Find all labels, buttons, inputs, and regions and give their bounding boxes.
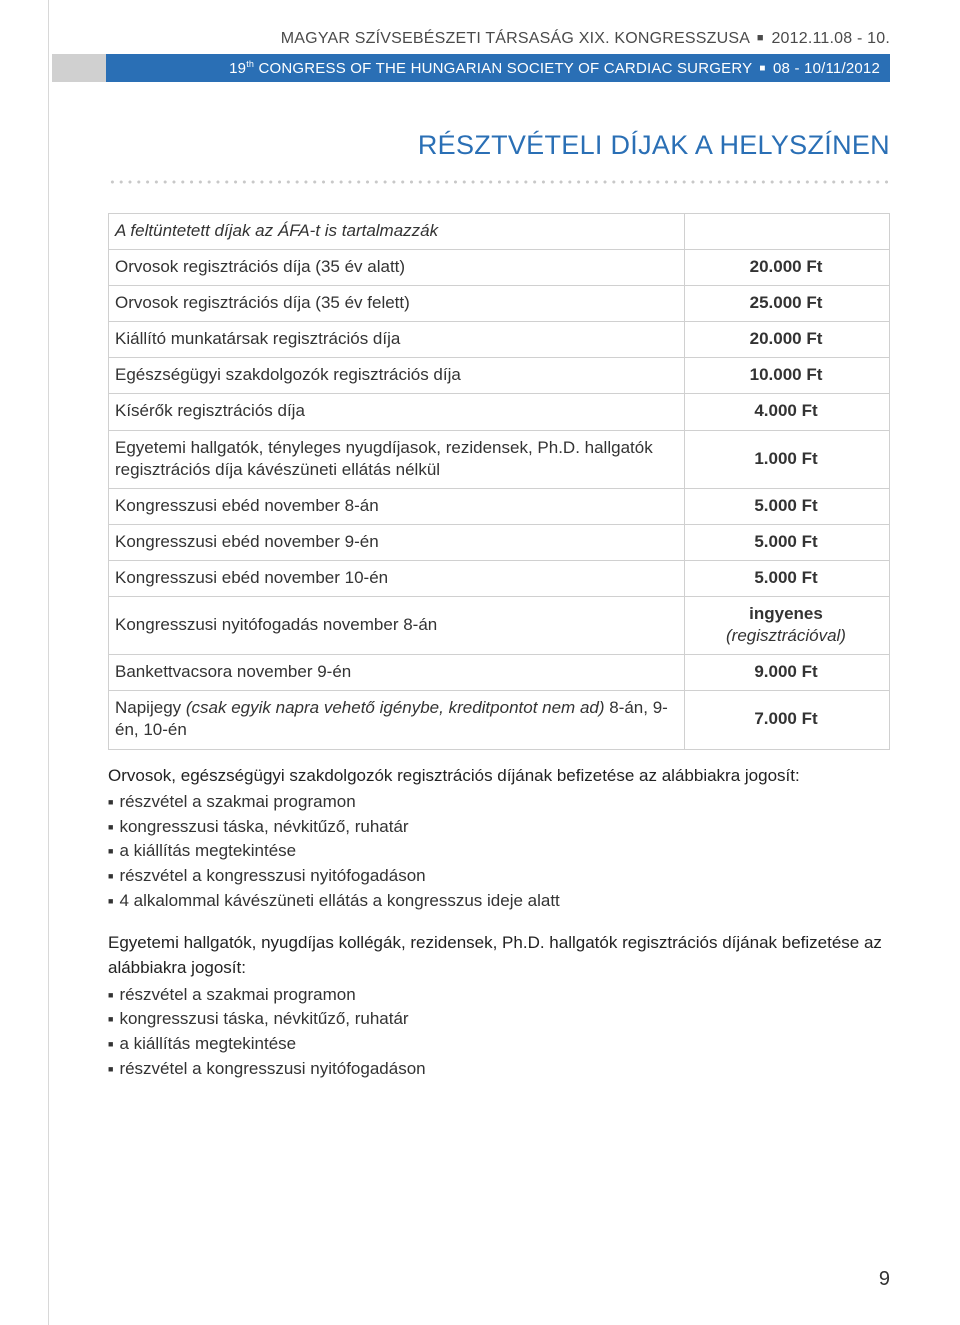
main-content: A feltüntetett díjak az ÁFA-t is tartalm… bbox=[108, 213, 890, 1081]
table-row: Kongresszusi ebéd november 9-én5.000 Ft bbox=[109, 524, 890, 560]
list-item: részvétel a kongresszusi nyitófogadáson bbox=[108, 1057, 890, 1082]
list-item: a kiállítás megtekintése bbox=[108, 1032, 890, 1057]
fee-description: Orvosok regisztrációs díja (35 év alatt) bbox=[109, 250, 685, 286]
list-item: részvétel a kongresszusi nyitófogadáson bbox=[108, 864, 890, 889]
header-bar-grey bbox=[52, 54, 106, 82]
table-header-row: A feltüntetett díjak az ÁFA-t is tartalm… bbox=[109, 214, 890, 250]
fee-description: Kongresszusi ebéd november 9-én bbox=[109, 524, 685, 560]
fee-value: 10.000 Ft bbox=[685, 358, 890, 394]
list-item: részvétel a szakmai programon bbox=[108, 983, 890, 1008]
fee-description: Kongresszusi nyitófogadás november 8-án bbox=[109, 597, 685, 655]
fee-description: Egészségügyi szakdolgozók regisztrációs … bbox=[109, 358, 685, 394]
fee-description: Kongresszusi ebéd november 10-én bbox=[109, 560, 685, 596]
fee-description: Kísérők regisztrációs díja bbox=[109, 394, 685, 430]
vertical-rule bbox=[48, 0, 49, 1325]
table-row: Egészségügyi szakdolgozók regisztrációs … bbox=[109, 358, 890, 394]
entitlements-2-lead: Egyetemi hallgatók, nyugdíjas kollégák, … bbox=[108, 931, 890, 980]
header-date-2: 08 - 10/11/2012 bbox=[773, 60, 880, 77]
fee-value: 7.000 Ft bbox=[685, 691, 890, 749]
list-item: kongresszusi táska, névkitűző, ruhatár bbox=[108, 815, 890, 840]
dotted-divider bbox=[108, 179, 890, 185]
header-ordinal: th bbox=[246, 59, 254, 69]
table-row: Egyetemi hallgatók, tényleges nyugdíjaso… bbox=[109, 430, 890, 488]
fee-value: 20.000 Ft bbox=[685, 250, 890, 286]
table-row: Napijegy (csak egyik napra vehető igényb… bbox=[109, 691, 890, 749]
header-line-1: MAGYAR SZÍVSEBÉSZETI TÁRSASÁG XIX. KONGR… bbox=[52, 30, 890, 48]
fee-value: 5.000 Ft bbox=[685, 560, 890, 596]
entitlements-1: Orvosok, egészségügyi szakdolgozók regis… bbox=[108, 764, 890, 914]
header-org: MAGYAR SZÍVSEBÉSZETI TÁRSASÁG XIX. KONGR… bbox=[281, 30, 749, 47]
fee-value: 25.000 Ft bbox=[685, 286, 890, 322]
table-header-note: A feltüntetett díjak az ÁFA-t is tartalm… bbox=[109, 214, 685, 250]
entitlements-1-lead: Orvosok, egészségügyi szakdolgozók regis… bbox=[108, 764, 890, 789]
entitlements-2-list: részvétel a szakmai programonkongresszus… bbox=[108, 983, 890, 1082]
table-header-empty bbox=[685, 214, 890, 250]
table-row: Orvosok regisztrációs díja (35 év alatt)… bbox=[109, 250, 890, 286]
table-row: Bankettvacsora november 9-én9.000 Ft bbox=[109, 655, 890, 691]
header-date-1: 2012.11.08 - 10. bbox=[771, 30, 890, 47]
fee-description: Kongresszusi ebéd november 8-án bbox=[109, 488, 685, 524]
fee-value: 9.000 Ft bbox=[685, 655, 890, 691]
fee-description: Egyetemi hallgatók, tényleges nyugdíjaso… bbox=[109, 430, 685, 488]
list-item: kongresszusi táska, névkitűző, ruhatár bbox=[108, 1007, 890, 1032]
fee-value: 5.000 Ft bbox=[685, 488, 890, 524]
fees-table: A feltüntetett díjak az ÁFA-t is tartalm… bbox=[108, 213, 890, 750]
table-row: Kongresszusi ebéd november 10-én5.000 Ft bbox=[109, 560, 890, 596]
table-row: Orvosok regisztrációs díja (35 év felett… bbox=[109, 286, 890, 322]
table-row: Kongresszusi nyitófogadás november 8-áni… bbox=[109, 597, 890, 655]
header-congress-num: 19 bbox=[229, 60, 246, 77]
fee-value: 5.000 Ft bbox=[685, 524, 890, 560]
fee-value: 1.000 Ft bbox=[685, 430, 890, 488]
header-bar: 19th CONGRESS OF THE HUNGARIAN SOCIETY O… bbox=[52, 54, 890, 82]
fee-description: Orvosok regisztrációs díja (35 év felett… bbox=[109, 286, 685, 322]
entitlements-1-list: részvétel a szakmai programonkongresszus… bbox=[108, 790, 890, 913]
entitlements-2: Egyetemi hallgatók, nyugdíjas kollégák, … bbox=[108, 931, 890, 1081]
fee-value: 20.000 Ft bbox=[685, 322, 890, 358]
list-item: a kiállítás megtekintése bbox=[108, 839, 890, 864]
list-item: részvétel a szakmai programon bbox=[108, 790, 890, 815]
fee-description: Kiállító munkatársak regisztrációs díja bbox=[109, 322, 685, 358]
list-item: 4 alkalommal kávészüneti ellátás a kongr… bbox=[108, 889, 890, 914]
page-header: MAGYAR SZÍVSEBÉSZETI TÁRSASÁG XIX. KONGR… bbox=[52, 30, 890, 82]
table-row: Kísérők regisztrációs díja4.000 Ft bbox=[109, 394, 890, 430]
page-title: RÉSZTVÉTELI DÍJAK A HELYSZÍNEN bbox=[0, 130, 890, 161]
page-number: 9 bbox=[879, 1268, 890, 1291]
table-row: Kongresszusi ebéd november 8-án5.000 Ft bbox=[109, 488, 890, 524]
fee-description: Bankettvacsora november 9-én bbox=[109, 655, 685, 691]
header-bar-blue: 19th CONGRESS OF THE HUNGARIAN SOCIETY O… bbox=[106, 54, 890, 82]
fee-value: 4.000 Ft bbox=[685, 394, 890, 430]
bullet-icon: ■ bbox=[754, 32, 767, 44]
fee-description: Napijegy (csak egyik napra vehető igényb… bbox=[109, 691, 685, 749]
header-congress-text: CONGRESS OF THE HUNGARIAN SOCIETY OF CAR… bbox=[254, 60, 752, 77]
bullet-icon: ■ bbox=[756, 63, 768, 74]
table-row: Kiállító munkatársak regisztrációs díja2… bbox=[109, 322, 890, 358]
fee-value: ingyenes (regisztrációval) bbox=[685, 597, 890, 655]
